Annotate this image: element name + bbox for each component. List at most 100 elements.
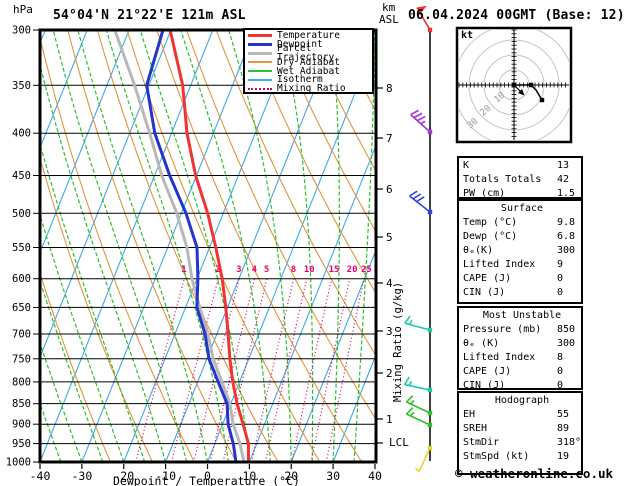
pressure-tick-label: 950 [12, 438, 31, 450]
station-title: 54°04'N 21°22'E 121m ASL [53, 8, 246, 23]
mixing-ratio-value-label: 3 [236, 265, 241, 275]
wet-adiabat-line [52, 30, 188, 462]
mixing-ratio-value-label: 5 [264, 265, 269, 275]
copyright-text: © weatheronline.co.uk [455, 466, 614, 481]
panel-row-label: Lifted Index [463, 352, 536, 363]
panel-row-label: K [463, 160, 470, 171]
legend-item: Wet Adiabat [248, 66, 372, 76]
panel-section-surface: Surface Temp (°C) 9.8 Dewp (°C) 6.8 θₑ(K) 300 L… [457, 199, 583, 304]
mixing-ratio-value-label: 4 [252, 265, 258, 275]
isotherm-line [81, 30, 256, 462]
panel-row: θₑ (K) 300 [463, 337, 581, 351]
lcl-label: LCL [389, 436, 409, 449]
wet-adiabat-line [40, 141, 146, 462]
wind-barb [403, 376, 433, 393]
isotherm-line [40, 30, 172, 359]
panel-row-label: Lifted Index [463, 259, 536, 270]
temperature-tick-label: -10 [155, 469, 176, 483]
panel-row-value: 850 [557, 324, 576, 335]
panel-row-label: SREH [463, 423, 488, 434]
pressure-unit-label: hPa [13, 3, 33, 16]
panel-row-value: 300 [557, 338, 576, 349]
isotherm-line [40, 30, 88, 150]
legend-item: Temperature [248, 31, 372, 40]
wet-adiabat-line [40, 341, 83, 462]
temperature-tick-label: 10 [242, 469, 256, 483]
panel-row-label: θₑ(K) [463, 245, 494, 256]
km-tick-label: 7 [386, 132, 393, 145]
legend-item: Dry Adiabat [248, 57, 372, 67]
temperature-tick-label: 0 [204, 469, 211, 483]
legend-item: Isotherm [248, 74, 372, 86]
pressure-tick-label: 450 [12, 170, 31, 182]
panel-row: K 13 [463, 159, 581, 173]
wind-barb [405, 395, 433, 416]
isotherm-line [332, 353, 376, 462]
panel-row-value: 8 [557, 352, 564, 363]
pressure-tick-label: 300 [12, 25, 31, 37]
mixing-ratio-line [250, 278, 295, 462]
legend-swatch [248, 70, 272, 72]
panel-row-label: Dewp (°C) [463, 231, 518, 242]
pressure-tick-label: 700 [12, 329, 31, 341]
mixing-ratio-line [264, 278, 308, 462]
panel-section-title: Surface [500, 203, 544, 214]
panel-row: StmDir 318° [463, 436, 581, 450]
wet-adiabat-line [280, 30, 314, 462]
panel-row-value: 0 [557, 287, 564, 298]
sounding-profiles [113, 30, 250, 462]
panel-section-hodograph: Hodograph EH 55 SREH 89 StmDir 318° StmSpd (kt)… [457, 391, 583, 475]
panel-row-label: StmSpd (kt) [463, 451, 530, 462]
panel-row-value: 13 [557, 160, 570, 171]
wet-adiabat-line [180, 30, 271, 462]
isotherm-line [0, 30, 3, 462]
panel-section-most-unstable: Most Unstable Pressure (mb) 850 θₑ (K) 300 Li… [457, 306, 583, 391]
pressure-tick-label: 1000 [6, 457, 31, 469]
panel-row-label: EH [463, 409, 476, 420]
wet-adiabat-line [105, 30, 229, 462]
mixing-ratio-line [171, 278, 219, 462]
panel-section-title: Hodograph [494, 395, 550, 406]
pressure-tick-label: 500 [12, 208, 31, 220]
storm-motion-vector [513, 84, 522, 93]
panel-row-value: 6.8 [557, 231, 576, 242]
panel-row-label: Pressure (mb) [463, 324, 542, 335]
km-tick-label: 5 [386, 231, 393, 244]
hodograph-border [455, 26, 573, 144]
panel-row-label: Totals Totals [463, 174, 542, 185]
pressure-tick-label: 600 [12, 273, 31, 285]
legend-label: Temperature [277, 29, 340, 41]
mixing-ratio-value-label: 25 [361, 265, 372, 275]
isotherm-line [206, 39, 376, 462]
panel-row-value: 9.8 [557, 217, 576, 228]
datetime-title: 06.04.2024 00GMT (Base: 12) [408, 8, 625, 23]
mixing-ratio-line [209, 278, 256, 462]
x-axis-title: Dewpoint / Temperature (°C) [113, 474, 300, 486]
parcel-trajectory-curve [113, 30, 246, 462]
legend-label: Isotherm [277, 74, 323, 86]
panel-row: Dewp (°C) 6.8 [463, 230, 581, 244]
pressure-tick-label: 750 [12, 353, 31, 365]
legend-item: Dewpoint [248, 40, 372, 49]
legend: Temperature Dewpoint Parcel Trajectory Dry … [243, 28, 374, 94]
pressure-tick-label: 550 [12, 242, 31, 254]
km-tick-label: 2 [386, 367, 393, 380]
wet-adiabat-line [77, 30, 209, 462]
panel-row: Lifted Index 8 [463, 351, 581, 365]
panel-row: CAPE (J) 0 [463, 365, 581, 379]
km-tick-label: 4 [386, 277, 393, 290]
legend-item: Parcel Trajectory [248, 44, 372, 62]
panel-row: Temp (°C) 9.8 [463, 216, 581, 230]
mixing-ratio-value-label: 2 [215, 265, 220, 275]
panel-row-label: CIN (J) [463, 380, 506, 391]
temperature-tick-label: 40 [368, 469, 382, 483]
panel-row-label: StmDir [463, 437, 500, 448]
panel-row-value: 0 [557, 380, 564, 391]
km-tick-label: 8 [386, 82, 393, 95]
panel-row: Lifted Index 9 [463, 258, 581, 272]
mixing-ratio-line [310, 278, 351, 462]
wind-barb [405, 407, 433, 428]
wet-adiabat-line [330, 30, 340, 462]
